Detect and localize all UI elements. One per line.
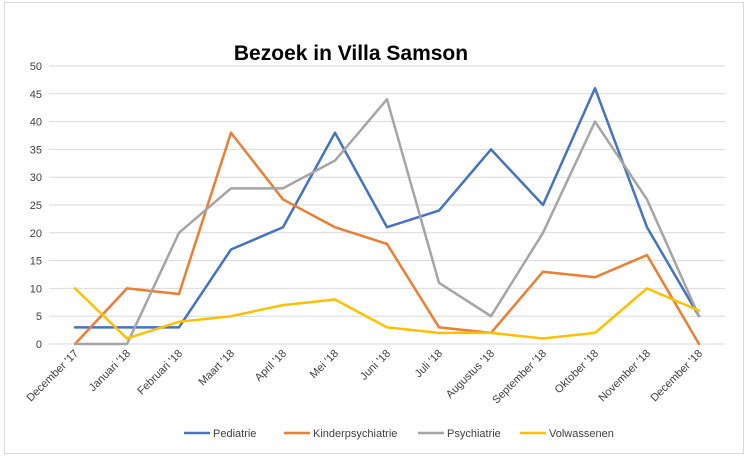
y-tick-label: 20 (30, 228, 42, 240)
legend-item-volwassenen: Volwassenen (520, 428, 614, 440)
x-tick-label: December '18 (648, 348, 705, 405)
x-tick-label: Juli '18 (413, 348, 445, 380)
y-tick-label: 5 (36, 311, 42, 323)
x-tick-label: November '18 (596, 348, 653, 405)
x-tick-label: Augustus '18 (444, 348, 497, 401)
x-tick-label: Mei '18 (308, 348, 341, 381)
series-line-pediatrie (73, 86, 701, 329)
y-tick-label: 25 (30, 200, 42, 212)
x-tick-label: Februari '18 (135, 348, 185, 398)
chart-title: Bezoek in Villa Samson (234, 42, 468, 65)
x-tick-label: Maart '18 (196, 348, 237, 389)
series-line-volwassenen (73, 287, 701, 340)
legend-label: Pediatrie (213, 428, 256, 440)
y-tick-label: 15 (30, 256, 42, 268)
x-tick-label: December '17 (24, 348, 81, 405)
y-tick-label: 10 (30, 283, 42, 295)
legend-item-pediatrie: Pediatrie (184, 428, 256, 440)
legend-item-kinderpsychiatrie: Kinderpsychiatrie (284, 428, 397, 440)
series-line-psychiatrie (73, 98, 701, 346)
y-tick-label: 35 (30, 144, 42, 156)
legend-label: Kinderpsychiatrie (313, 428, 397, 440)
y-tick-label: 30 (30, 172, 42, 184)
x-tick-label: Oktober '18 (553, 348, 601, 396)
x-tick-label: Januari '18 (87, 348, 133, 394)
legend-item-psychiatrie: Psychiatrie (418, 428, 501, 440)
legend-label: Psychiatrie (447, 428, 501, 440)
x-tick-label: September '18 (490, 348, 549, 407)
legend-label: Volwassenen (549, 428, 614, 440)
x-tick-label: Juni '18 (358, 348, 393, 383)
line-chart: Bezoek in Villa Samson 0 5 10 15 20 25 30 35 40 4… (24, 42, 725, 440)
series-line-kinderpsychiatrie (73, 131, 701, 346)
y-tick-label: 0 (36, 339, 42, 351)
chart-area: Bezoek in Villa Samson 0 5 10 15 20 25 30 35 40 4… (4, 2, 744, 454)
x-tick-label: April '18 (253, 348, 289, 384)
y-tick-label: 40 (30, 117, 42, 129)
y-tick-label: 45 (30, 89, 42, 101)
y-tick-label: 50 (30, 61, 42, 73)
